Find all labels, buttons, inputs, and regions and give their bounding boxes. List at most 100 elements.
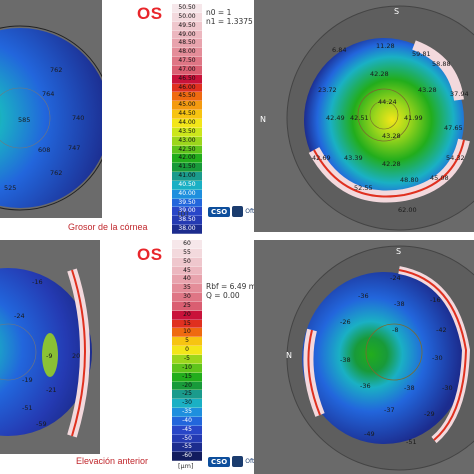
scale-step: 42.50	[172, 145, 202, 155]
cso-logo: CSO	[208, 206, 231, 217]
curvature-value: 37.94	[450, 90, 469, 98]
scale-step: 42.00	[172, 154, 202, 164]
scale-step: 10	[172, 328, 202, 338]
scale-step: 44.50	[172, 110, 202, 119]
elevation-value: -37	[384, 406, 395, 414]
elevation-value: -49	[364, 430, 375, 438]
elevation-value: -24	[390, 274, 401, 282]
scale-step: 39.00	[172, 207, 202, 217]
bottom-right-elevation-map: S N -24 -36 -38 -16 -26 -8 -42 -38 -30 -…	[254, 240, 474, 474]
formula-line: n0 = 1	[206, 8, 232, 17]
formula-line: Q = 0.00	[206, 291, 240, 300]
curvature-value: 43.28	[418, 86, 437, 94]
elevation-value: -36	[360, 382, 371, 390]
elevation-value: -29	[424, 410, 435, 418]
scale-step: 55	[172, 248, 202, 258]
scale-step: 38.50	[172, 216, 202, 226]
scale-step: 45.00	[172, 101, 202, 111]
elevation-value: -16	[32, 278, 43, 286]
formula-line: n1 = 1.3375	[206, 17, 253, 26]
scale-step: -45	[172, 425, 202, 435]
elevation-value: -26	[340, 318, 351, 326]
elevation-value: -8	[392, 326, 398, 334]
scale-step: 20	[172, 310, 202, 320]
scale-step: 50.00	[172, 12, 202, 22]
nasal-marker: N	[260, 115, 266, 124]
elevation-value: -9	[46, 352, 52, 360]
curvature-value: 42.49	[326, 114, 345, 122]
scale-step: 45	[172, 266, 202, 276]
curvature-value: 42.51	[350, 114, 369, 122]
cso-logo: CSO	[208, 456, 231, 467]
scale-step: 40.50	[172, 180, 202, 190]
top-left-corneal-thickness-map: 764 585 740 608 747 762 762 525	[0, 0, 102, 218]
top-formula: n0 = 1 n1 = 1.3375	[206, 8, 253, 26]
thickness-value: 762	[50, 169, 62, 177]
scale-step: 47.00	[172, 65, 202, 75]
bottom-formula: Rbf = 6.49 mm (51.99 D) Q = 0.00	[206, 282, 301, 300]
elevation-value: -30	[442, 384, 453, 392]
elevation-value: 20	[72, 352, 80, 360]
top-eye-label: OS	[137, 4, 163, 23]
thickness-value: 525	[4, 184, 16, 192]
scale-step: 38.00	[172, 225, 202, 234]
curvature-value: 52.55	[354, 184, 373, 192]
scale-step: -5	[172, 354, 202, 364]
curvature-value: 11.28	[376, 42, 395, 50]
elevation-value: -38	[340, 356, 351, 364]
top-caption: Grosor de la córnea	[68, 222, 148, 232]
bottom-eye-label: OS	[137, 245, 163, 264]
scale-step: -40	[172, 416, 202, 426]
curvature-value: 42.69	[312, 154, 331, 162]
top-right-curvature-map: S N 11.28 58.88 6.84 42.28 59.81 43.28 2…	[254, 0, 474, 232]
scale-step: 46.50	[172, 74, 202, 84]
curvature-value: 43.39	[344, 154, 363, 162]
scale-step: 15	[172, 319, 202, 329]
scale-step: 0	[172, 346, 202, 355]
scale-step: 40	[172, 275, 202, 285]
scale-step: 43.00	[172, 136, 202, 146]
elevation-value: -19	[22, 376, 33, 384]
elevation-value: -21	[46, 386, 57, 394]
thickness-value: 585	[18, 116, 30, 124]
curvature-value: 58.88	[432, 60, 451, 68]
elevation-value: -38	[404, 384, 415, 392]
scale-step: 39.50	[172, 198, 202, 208]
elevation-value: -38	[394, 300, 405, 308]
curvature-value: 6.84	[332, 46, 346, 54]
curvature-value: 62.00	[398, 206, 417, 214]
elevation-value: -51	[406, 438, 417, 446]
curvature-value: 43.28	[382, 132, 401, 140]
scale-step: -25	[172, 390, 202, 400]
thickness-value: 740	[72, 114, 84, 122]
scale-step: -30	[172, 399, 202, 409]
scale-step: 44.00	[172, 118, 202, 128]
curvature-value: 45.08	[430, 174, 449, 182]
scale-step: -20	[172, 381, 202, 391]
scale-step: -10	[172, 363, 202, 373]
scale-step: 50.50	[172, 4, 202, 13]
scale-step: 47.50	[172, 57, 202, 66]
scale-step: 60	[172, 240, 202, 249]
curvature-value: 42.28	[370, 70, 389, 78]
thickness-value: 764	[42, 90, 54, 98]
curvature-value: 42.28	[382, 160, 401, 168]
curvature-value: 44.24	[378, 98, 397, 106]
curvature-value: 47.65	[444, 124, 463, 132]
scale-step: 35	[172, 284, 202, 294]
bottom-color-scale: 60 55 50 45 40 35 30 25 20 15 10 5 0 -5 -10 -15 -20 -25 -3…	[172, 240, 202, 462]
curvature-value: 41.99	[404, 114, 423, 122]
scale-step: 48.50	[172, 39, 202, 49]
elevation-value: -59	[36, 420, 47, 428]
scale-step: 45.50	[172, 92, 202, 102]
scale-step: 25	[172, 301, 202, 311]
curvature-value: 54.32	[446, 154, 465, 162]
superior-marker: S	[396, 247, 401, 256]
bottom-left-elevation-map: -16 -24 -9 20 -19 -21 -51 -59	[0, 240, 100, 454]
scale-step: 5	[172, 337, 202, 347]
elevation-value: -16	[430, 296, 441, 304]
curvature-value: 48.80	[400, 176, 419, 184]
thickness-value: 608	[38, 146, 50, 154]
bottom-unit-label: [µm]	[178, 462, 194, 470]
scale-step: 30	[172, 293, 202, 302]
